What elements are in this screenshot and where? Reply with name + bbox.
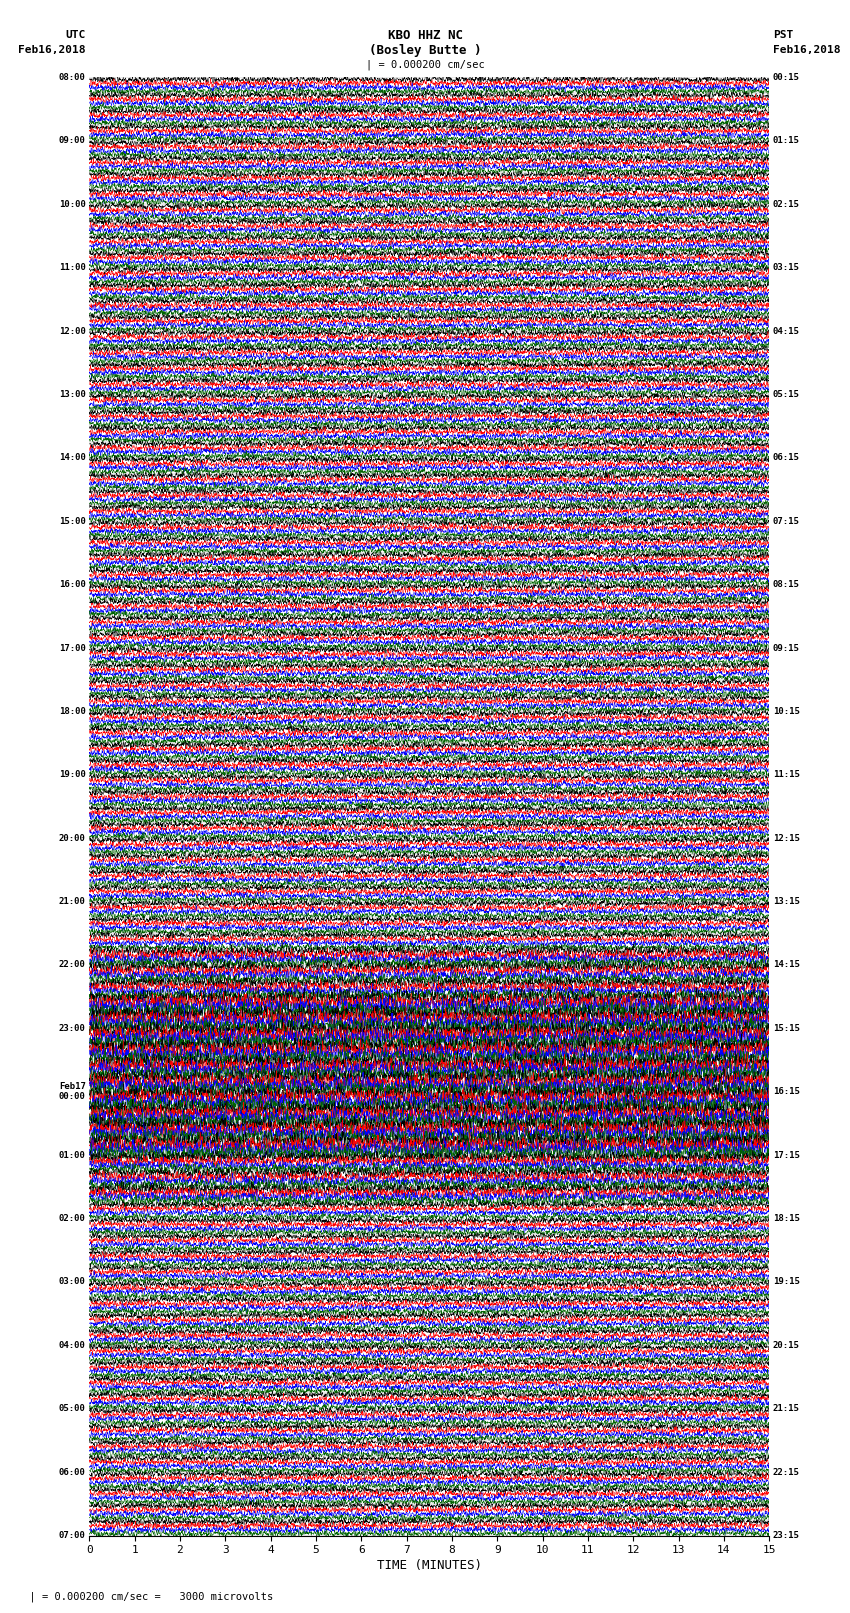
Text: 00:15: 00:15	[773, 73, 800, 82]
Text: 06:15: 06:15	[773, 453, 800, 463]
Text: 09:00: 09:00	[59, 137, 86, 145]
Text: 02:15: 02:15	[773, 200, 800, 208]
Text: (Bosley Butte ): (Bosley Butte )	[369, 44, 481, 56]
Text: 10:15: 10:15	[773, 706, 800, 716]
Text: 04:00: 04:00	[59, 1340, 86, 1350]
Text: 18:15: 18:15	[773, 1215, 800, 1223]
Text: 20:00: 20:00	[59, 834, 86, 842]
Text: 16:15: 16:15	[773, 1087, 800, 1097]
Text: 18:00: 18:00	[59, 706, 86, 716]
Text: 13:15: 13:15	[773, 897, 800, 907]
Text: 05:00: 05:00	[59, 1405, 86, 1413]
Text: 03:15: 03:15	[773, 263, 800, 273]
Text: KBO HHZ NC: KBO HHZ NC	[388, 29, 462, 42]
Text: 06:00: 06:00	[59, 1468, 86, 1476]
Text: 19:00: 19:00	[59, 771, 86, 779]
Text: Feb16,2018: Feb16,2018	[773, 45, 840, 55]
Text: 22:00: 22:00	[59, 960, 86, 969]
Text: 13:00: 13:00	[59, 390, 86, 398]
Text: Feb17
00:00: Feb17 00:00	[59, 1082, 86, 1102]
Text: 15:15: 15:15	[773, 1024, 800, 1032]
Text: 22:15: 22:15	[773, 1468, 800, 1476]
X-axis label: TIME (MINUTES): TIME (MINUTES)	[377, 1560, 482, 1573]
Text: 09:15: 09:15	[773, 644, 800, 653]
Text: 20:15: 20:15	[773, 1340, 800, 1350]
Text: 05:15: 05:15	[773, 390, 800, 398]
Text: 15:00: 15:00	[59, 516, 86, 526]
Text: 04:15: 04:15	[773, 326, 800, 336]
Text: PST: PST	[773, 31, 793, 40]
Text: 12:15: 12:15	[773, 834, 800, 842]
Text: Feb16,2018: Feb16,2018	[19, 45, 86, 55]
Text: 14:15: 14:15	[773, 960, 800, 969]
Text: | = 0.000200 cm/sec =   3000 microvolts: | = 0.000200 cm/sec = 3000 microvolts	[17, 1592, 273, 1602]
Text: 17:00: 17:00	[59, 644, 86, 653]
Text: 17:15: 17:15	[773, 1150, 800, 1160]
Text: 16:00: 16:00	[59, 581, 86, 589]
Text: 07:00: 07:00	[59, 1531, 86, 1540]
Text: | = 0.000200 cm/sec: | = 0.000200 cm/sec	[366, 60, 484, 69]
Text: 03:00: 03:00	[59, 1277, 86, 1287]
Text: 08:15: 08:15	[773, 581, 800, 589]
Text: UTC: UTC	[65, 31, 86, 40]
Text: 11:00: 11:00	[59, 263, 86, 273]
Text: 01:00: 01:00	[59, 1150, 86, 1160]
Text: 21:15: 21:15	[773, 1405, 800, 1413]
Text: 08:00: 08:00	[59, 73, 86, 82]
Text: 10:00: 10:00	[59, 200, 86, 208]
Text: 11:15: 11:15	[773, 771, 800, 779]
Text: 23:15: 23:15	[773, 1531, 800, 1540]
Text: 01:15: 01:15	[773, 137, 800, 145]
Text: 23:00: 23:00	[59, 1024, 86, 1032]
Text: 19:15: 19:15	[773, 1277, 800, 1287]
Text: 07:15: 07:15	[773, 516, 800, 526]
Text: 14:00: 14:00	[59, 453, 86, 463]
Text: 12:00: 12:00	[59, 326, 86, 336]
Text: 21:00: 21:00	[59, 897, 86, 907]
Text: 02:00: 02:00	[59, 1215, 86, 1223]
